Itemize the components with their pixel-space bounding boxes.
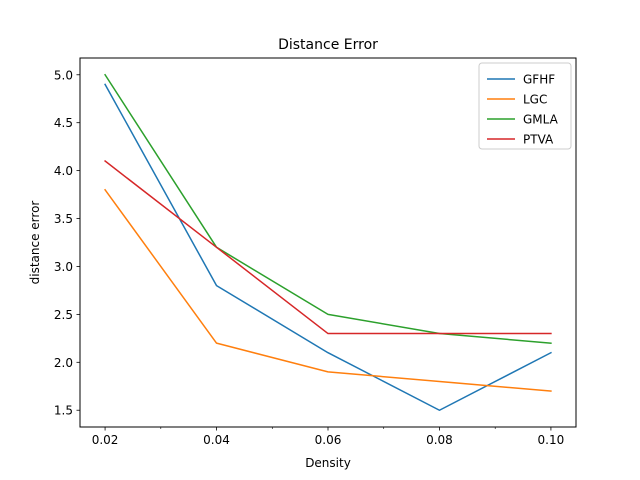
legend-frame bbox=[478, 62, 572, 150]
y-axis-label: distance error bbox=[28, 201, 42, 285]
chart-title: Distance Error bbox=[278, 37, 378, 53]
legend-label-lgc: LGC bbox=[523, 93, 547, 107]
y-tick-label-4: 3.5 bbox=[54, 212, 73, 226]
y-tick-label-3: 3.0 bbox=[54, 260, 73, 274]
series-layer bbox=[104, 73, 552, 411]
legend-label-gfhf: GFHF bbox=[523, 73, 555, 87]
legend: GFHF LGC GMLA PTVA bbox=[478, 62, 572, 150]
legend-label-gmla: GMLA bbox=[523, 113, 559, 127]
series-line-gmla bbox=[104, 73, 552, 344]
legend-label-ptva: PTVA bbox=[523, 133, 554, 147]
series-line-ptva bbox=[104, 159, 552, 335]
x-tick-label-1: 0.04 bbox=[203, 433, 230, 447]
y-tick-label-7: 5.0 bbox=[54, 68, 73, 82]
x-tick-label-3: 0.08 bbox=[426, 433, 453, 447]
series-line-lgc bbox=[104, 188, 552, 392]
y-tick-label-5: 4.0 bbox=[54, 164, 73, 178]
x-tick-label-4: 0.10 bbox=[538, 433, 565, 447]
y-tick-label-2: 2.5 bbox=[54, 308, 73, 322]
y-tick-label-1: 2.0 bbox=[54, 356, 73, 370]
y-tick-label-6: 4.5 bbox=[54, 116, 73, 130]
y-tick-label-0: 1.5 bbox=[54, 404, 73, 418]
x-tick-label-0: 0.02 bbox=[92, 433, 119, 447]
y-axis: 1.5 2.0 2.5 3.0 3.5 4.0 4.5 5.0 bbox=[54, 68, 80, 418]
x-axis-label: Density bbox=[305, 456, 351, 470]
axes-frame bbox=[79, 57, 577, 428]
x-axis: 0.02 0.04 0.06 0.08 0.10 bbox=[92, 427, 565, 447]
x-tick-label-2: 0.06 bbox=[315, 433, 342, 447]
